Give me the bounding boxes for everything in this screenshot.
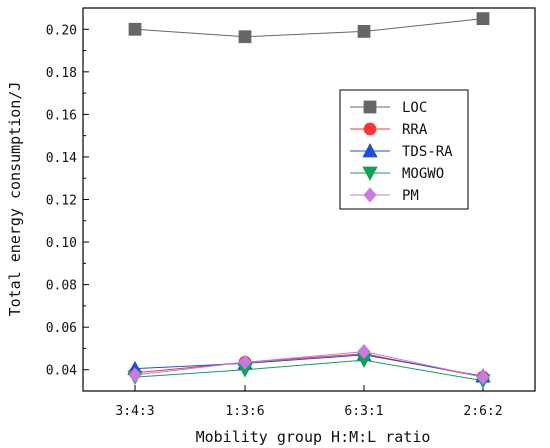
y-tick-label: 0.04 <box>46 364 77 379</box>
series-line <box>134 18 484 38</box>
data-point <box>128 22 142 36</box>
data-point <box>357 344 371 360</box>
x-tick-label: 1:3:6 <box>225 404 264 419</box>
data-point <box>238 354 252 370</box>
series-layer <box>127 12 491 389</box>
data-point <box>357 25 371 38</box>
x-tick-label: 3:4:3 <box>115 404 154 419</box>
legend-label: RRA <box>402 122 428 138</box>
y-tick-label: 0.14 <box>46 151 77 166</box>
series-line <box>134 354 484 377</box>
legend-item-rra: RRA <box>350 122 428 138</box>
legend-label: MOGWO <box>402 166 444 182</box>
y-tick-label: 0.12 <box>46 194 77 209</box>
y-tick-label: 0.18 <box>46 66 77 81</box>
legend-marker <box>363 187 377 203</box>
y-tick-label: 0.08 <box>46 279 77 294</box>
data-point <box>238 30 252 44</box>
x-axis: 3:4:3 1:3:6 6:3:1 2:6:2 <box>115 385 503 419</box>
series-line <box>134 351 484 378</box>
legend-item-mogwo: MOGWO <box>350 166 444 182</box>
legend-item-pm: PM <box>350 187 419 204</box>
legend-label: TDS-RA <box>402 144 453 160</box>
data-point <box>476 12 490 26</box>
legend-marker <box>362 143 378 158</box>
x-tick-label: 6:3:1 <box>344 404 383 419</box>
legend: LOC RRA TDS-RA MOGWO PM <box>339 89 469 210</box>
y-tick-label: 0.06 <box>46 321 77 336</box>
series-pm <box>128 344 490 385</box>
legend-item-tds-ra: TDS-RA <box>350 143 453 160</box>
legend-marker <box>362 166 378 181</box>
y-tick-label: 0.10 <box>46 236 77 251</box>
legend-box <box>339 89 469 210</box>
legend-marker <box>363 122 377 136</box>
legend-label: PM <box>402 188 419 204</box>
data-point <box>476 369 490 385</box>
series-rra <box>128 347 490 384</box>
x-axis-title: Mobility group H:M:L ratio <box>196 428 431 446</box>
legend-item-loc: LOC <box>350 100 427 116</box>
y-tick-label: 0.16 <box>46 108 77 123</box>
data-point <box>128 367 142 383</box>
legend-marker <box>363 100 377 114</box>
series-loc <box>128 12 490 44</box>
x-tick-label: 2:6:2 <box>463 404 502 419</box>
y-axis: 0.04 0.06 0.08 0.10 0.12 0.14 0.16 0.18 0.20 <box>46 7 89 379</box>
series-line <box>134 359 484 382</box>
y-axis-title: Total energy consumption/J <box>6 82 24 317</box>
y-tick-label: 0.20 <box>46 23 77 38</box>
legend-label: LOC <box>402 100 427 116</box>
